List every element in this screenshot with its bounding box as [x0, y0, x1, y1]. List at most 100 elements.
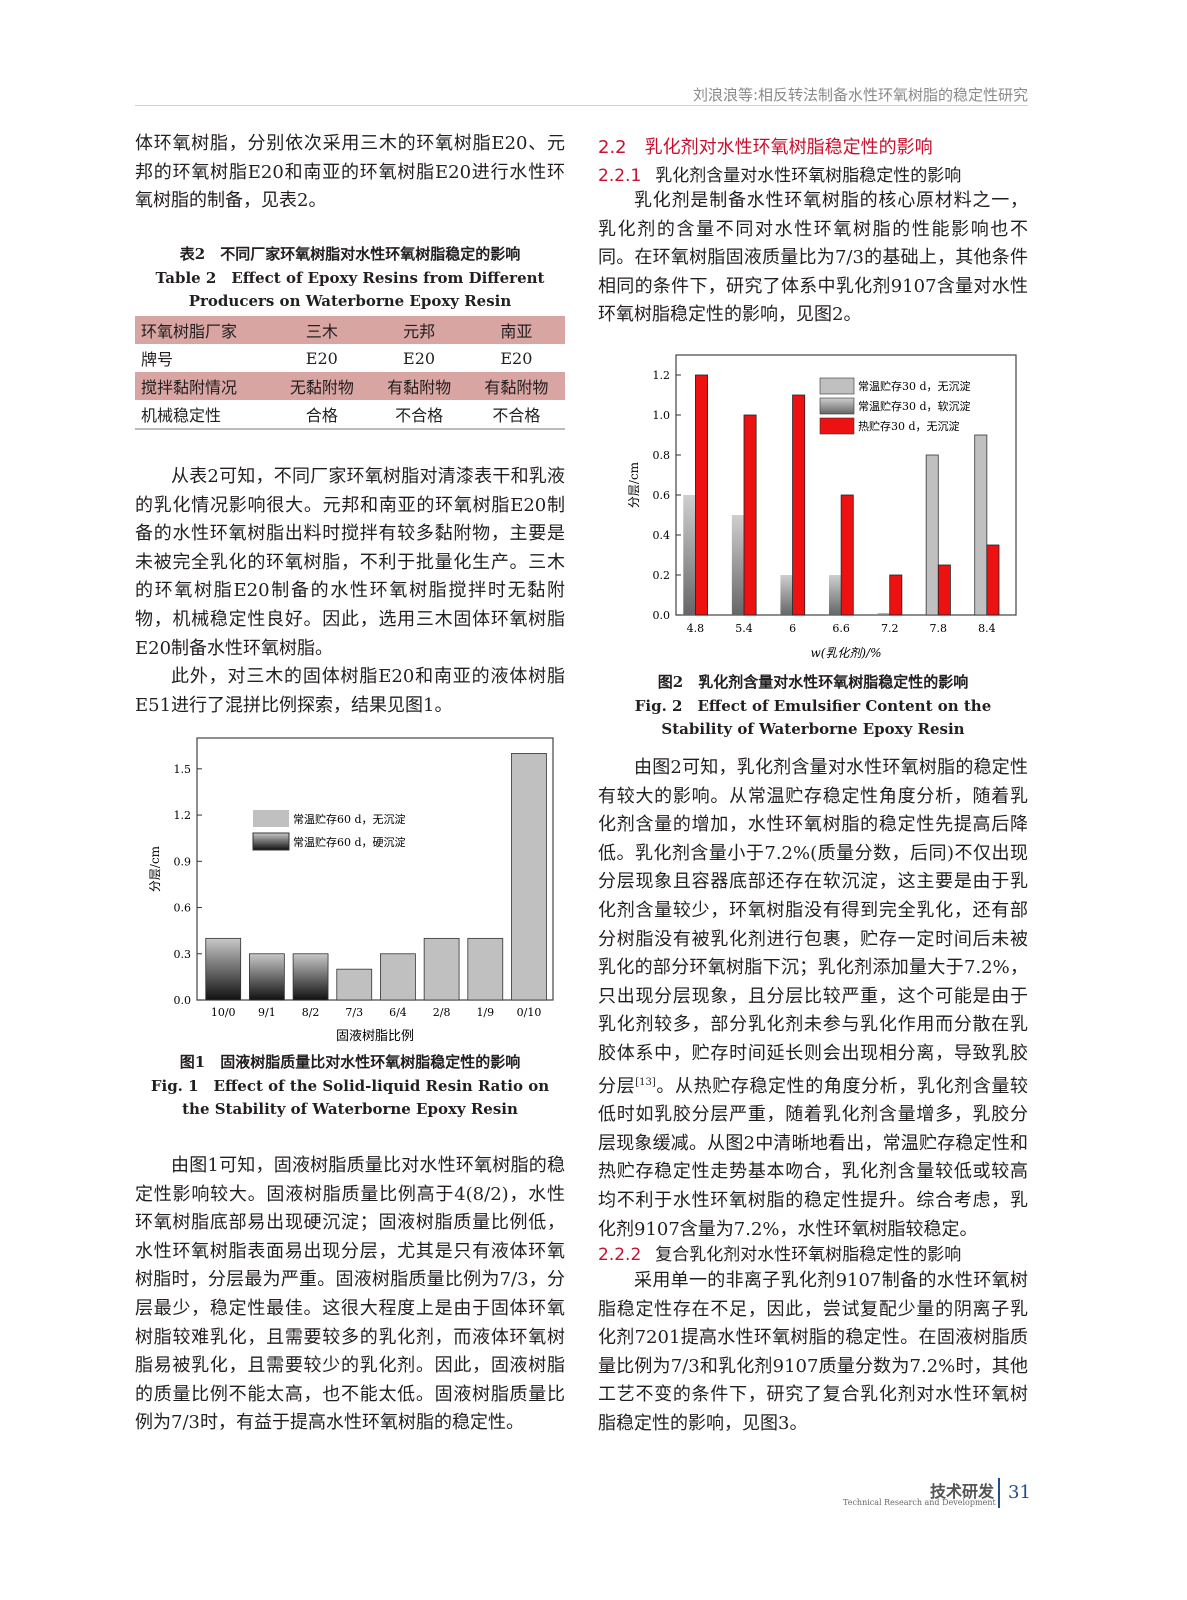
cell: 三木	[273, 316, 371, 344]
bar-hot-8.4	[986, 544, 1000, 616]
x-tick-label: 6	[789, 622, 796, 635]
cell: 无黏附物	[273, 372, 371, 400]
heading-text: 乳化剂含量对水性环氧树脂稳定性的影响	[655, 166, 962, 186]
legend-label: 常温贮存60 d，无沉淀	[293, 812, 406, 826]
table2-caption-en: Table 2 Effect of Epoxy Resins from Diff…	[155, 269, 545, 310]
bar-1/9	[467, 937, 504, 1001]
x-tick-label: 7/3	[345, 1006, 363, 1019]
x-tick-label: 2/8	[433, 1006, 451, 1019]
bar-room-temp-7.8	[925, 454, 939, 616]
bar-8/2	[292, 953, 329, 1001]
bar-9/1	[249, 953, 285, 1001]
fig1-caption-en: Fig. 1 Effect of the Solid-liquid Resin …	[150, 1077, 550, 1118]
bar-hot-6	[792, 394, 806, 616]
paragraph-compound-emulsifier: 采用单一的非离子乳化剂9107制备的水性环氧树脂稳定性存在不足，因此，尝试复配少…	[598, 1270, 1028, 1434]
y-tick-label: 0.6	[174, 902, 192, 915]
legend-swatch	[819, 417, 855, 435]
page-number: 31	[1008, 1482, 1031, 1503]
y-tick-label: 0.9	[174, 855, 192, 868]
bar-hot-7.8	[937, 564, 951, 616]
cell: 不合格	[492, 406, 541, 425]
bar-room-temp-5.4	[731, 515, 744, 615]
bar-room-temp-8.4	[974, 434, 988, 616]
bar-hot-7.2	[889, 574, 903, 616]
legend-label: 常温贮存30 d，无沉淀	[858, 379, 971, 393]
y-tick-label: 0.2	[653, 569, 671, 582]
y-axis-label: 分层/cm	[627, 461, 641, 508]
paragraph-intro: 体环氧树脂，分别依次采用三木的环氧树脂E20、元邦的环氧树脂E20和南亚的环氧树…	[135, 133, 565, 212]
heading-number: 2.2.1	[598, 166, 642, 186]
cell: 不合格	[395, 406, 444, 425]
legend-label: 常温贮存30 d，软沉淀	[858, 399, 971, 413]
legend-label: 常温贮存60 d，硬沉淀	[293, 835, 406, 849]
table2: 环氧树脂厂家 三木 元邦 南亚 牌号 E20 E20 E20 搅拌黏附情况 无黏附物 有黏附物有…	[135, 316, 565, 430]
paragraph-fig1-discussion: 由图1可知，固液树脂质量比对水性环氧树脂的稳定性影响较大。固液树脂质量比例高于4…	[135, 1155, 565, 1434]
bar-6/4	[380, 953, 416, 1001]
cell: 元邦	[370, 316, 468, 344]
paragraph-emulsifier-intro: 乳化剂是制备水性环氧树脂的核心原材料之一，乳化剂的含量不同对水性环氧树脂的性能影…	[598, 190, 1028, 326]
x-tick-label: 9/1	[258, 1006, 276, 1019]
paragraph-fig2-discussion: 由图2可知，乳化剂含量对水性环氧树脂的稳定性有较大的影响。从常温贮存稳定性角度分…	[598, 754, 1028, 1244]
y-axis-label: 分层/cm	[148, 845, 162, 892]
legend-swatch	[819, 377, 855, 395]
x-tick-label: 1/9	[476, 1006, 494, 1019]
footer-divider	[998, 1478, 1000, 1508]
text: 由图2可知，乳化剂含量对水性环氧树脂的稳定性有较大的影响。从常温贮存稳定性角度分…	[598, 757, 1028, 1097]
cell: 南亚	[467, 316, 565, 344]
text: 。从热贮存稳定性的角度分析，乳化剂含量较低时如乳胶分层严重，随着乳化剂含量增多，…	[598, 1075, 1029, 1240]
bar-7/3	[336, 968, 373, 1001]
y-tick-label: 0.4	[653, 529, 671, 542]
plot-frame	[196, 737, 554, 1001]
bar-room-temp-7.2	[877, 613, 890, 615]
paragraph-table2-discussion: 从表2可知，不同厂家环氧树脂对清漆表干和乳液的乳化情况影响很大。元邦和南亚的环氧…	[135, 466, 565, 659]
heading-text: 复合乳化剂对水性环氧树脂稳定性的影响	[655, 1245, 962, 1265]
x-tick-label: 0/10	[517, 1006, 542, 1019]
section-heading-2-2-2: 2.2.2 复合乳化剂对水性环氧树脂稳定性的影响	[598, 1240, 961, 1265]
bar-room-temp-6.6	[829, 575, 842, 615]
header-rule	[135, 105, 1028, 106]
cell: 有黏附物	[370, 372, 468, 400]
heading-number: 2.2.2	[598, 1245, 642, 1265]
x-tick-label: 8/2	[302, 1006, 320, 1019]
legend-swatch	[252, 832, 290, 851]
fig2-caption-cn: 图2 乳化剂含量对水性环氧树脂稳定性的影响	[657, 673, 969, 691]
legend-swatch	[253, 810, 289, 827]
bar-hot-4.8	[695, 374, 708, 616]
fig1-caption-cn: 图1 固液树脂质量比对水性环氧树脂稳定性的影响	[179, 1053, 521, 1071]
section-heading-2-2: 2.2 乳化剂对水性环氧树脂稳定性的影响	[598, 137, 933, 158]
y-tick-label: 0.6	[653, 489, 671, 502]
legend-swatch	[819, 397, 855, 415]
figure2-chart: 0.0 0.2 0.4 0.6 0.8 1.0 1.2 分层/cm 4.8 5.4 6 6.6 7.2 7…	[627, 354, 1017, 660]
cell: 机械稳定性	[141, 406, 222, 425]
cell: 搅拌黏附情况	[135, 372, 274, 400]
y-tick-label: 0.8	[653, 449, 671, 462]
cell: E20	[403, 348, 436, 368]
table-row: 机械稳定性 合格 不合格 不合格	[135, 400, 565, 429]
x-tick-label: 10/0	[211, 1006, 236, 1019]
paragraph-fig1-intro: 此外，对三木的固体树脂E20和南亚的液体树脂E51进行了混拼比例探索，结果见图1…	[135, 666, 565, 716]
table2-caption-cn: 表2 不同厂家环氧树脂对水性环氧树脂稳定的影响	[179, 245, 521, 263]
x-tick-label: 7.2	[881, 622, 899, 635]
y-tick-label: 0.0	[653, 609, 671, 622]
x-tick-label: 7.8	[930, 622, 948, 635]
bar-2/8	[423, 937, 460, 1001]
footer-section-en: Technical Research and Development	[843, 1498, 996, 1507]
table-row: 环氧树脂厂家 三木 元邦 南亚	[135, 316, 565, 344]
cell: 合格	[305, 406, 338, 425]
footer-section-cn: 技术研发	[930, 1482, 995, 1501]
y-tick-label: 1.5	[174, 763, 192, 776]
x-tick-label: 8.4	[978, 622, 996, 635]
bar-0/10	[511, 753, 547, 1001]
bar-room-temp-6	[780, 575, 793, 615]
x-axis-label: 固液树脂比例	[336, 1029, 414, 1044]
fig2-caption-en: Fig. 2 Effect of Emulsifier Content on t…	[634, 697, 992, 738]
citation[interactable]: [13]	[635, 1076, 656, 1088]
bar-room-temp-4.8	[683, 495, 696, 615]
x-tick-label: 5.4	[735, 622, 753, 635]
x-axis-label: w(乳化剂)/%	[810, 646, 881, 660]
cell: 环氧树脂厂家	[135, 316, 274, 344]
table-row: 牌号 E20 E20 E20	[135, 344, 565, 372]
running-header: 刘浪浪等:相反转法制备水性环氧树脂的稳定性研究	[692, 86, 1028, 104]
x-tick-label: 6.6	[832, 622, 850, 635]
